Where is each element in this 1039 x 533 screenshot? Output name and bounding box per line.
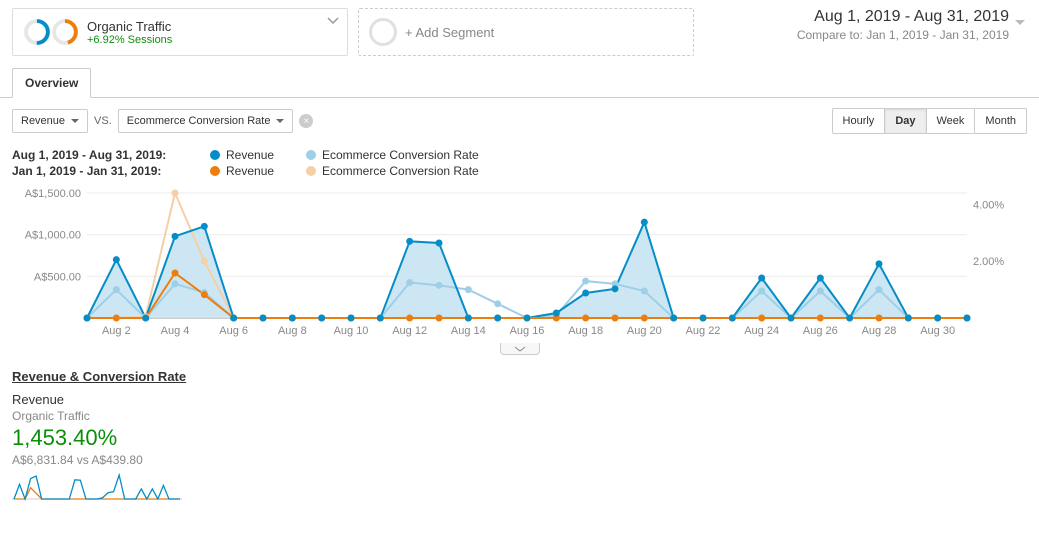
granularity-month[interactable]: Month xyxy=(974,108,1027,134)
svg-text:Aug 28: Aug 28 xyxy=(862,325,897,337)
tab-overview[interactable]: Overview xyxy=(12,68,91,98)
svg-text:Aug 22: Aug 22 xyxy=(686,325,721,337)
caret-down-icon xyxy=(276,119,284,123)
svg-text:Aug 14: Aug 14 xyxy=(451,325,486,337)
svg-text:Aug 18: Aug 18 xyxy=(568,325,603,337)
metric-card-revenue[interactable]: Revenue Organic Traffic 1,453.40% A$6,83… xyxy=(0,392,1039,516)
svg-text:Aug 10: Aug 10 xyxy=(334,325,369,337)
svg-text:2.00%: 2.00% xyxy=(973,256,1004,268)
granularity-hourly[interactable]: Hourly xyxy=(832,108,886,134)
sparkline xyxy=(12,473,182,501)
tabs: Overview xyxy=(0,68,1039,98)
add-segment-label: + Add Segment xyxy=(405,25,494,40)
svg-text:Aug 30: Aug 30 xyxy=(920,325,955,337)
svg-text:Aug 20: Aug 20 xyxy=(627,325,662,337)
svg-text:Aug 16: Aug 16 xyxy=(510,325,545,337)
svg-text:Aug 8: Aug 8 xyxy=(278,325,307,337)
svg-text:4.00%: 4.00% xyxy=(973,199,1004,211)
svg-text:Aug 2: Aug 2 xyxy=(102,325,131,337)
svg-text:A$1,500.00: A$1,500.00 xyxy=(25,188,81,200)
svg-text:Aug 6: Aug 6 xyxy=(219,325,248,337)
svg-text:Aug 4: Aug 4 xyxy=(161,325,190,337)
segment-donuts xyxy=(23,18,79,46)
date-primary: Aug 1, 2019 - Aug 31, 2019 xyxy=(797,8,1009,26)
metric-compare: A$6,831.84 vs A$439.80 xyxy=(12,453,1027,467)
remove-secondary-metric-button[interactable]: × xyxy=(299,114,313,128)
add-segment-circle xyxy=(369,18,397,46)
section-title-revenue-conversion: Revenue & Conversion Rate xyxy=(0,355,1039,392)
svg-text:A$500.00: A$500.00 xyxy=(34,271,81,283)
donut-primary xyxy=(23,18,51,46)
add-segment-button[interactable]: + Add Segment xyxy=(358,8,694,56)
segment-title: Organic Traffic xyxy=(87,19,172,34)
svg-text:Aug 26: Aug 26 xyxy=(803,325,838,337)
chart-tray-handle[interactable] xyxy=(500,343,540,355)
svg-text:Aug 24: Aug 24 xyxy=(744,325,779,337)
granularity-week[interactable]: Week xyxy=(926,108,976,134)
caret-down-icon xyxy=(1015,18,1025,28)
metric-label: Revenue xyxy=(12,392,1027,407)
legend-row-compare: Jan 1, 2019 - Jan 31, 2019: Revenue Ecom… xyxy=(12,164,1027,178)
caret-down-icon xyxy=(71,119,79,123)
donut-compare xyxy=(51,18,79,46)
granularity-day[interactable]: Day xyxy=(884,108,926,134)
granularity-toggle: HourlyDayWeekMonth xyxy=(832,108,1027,134)
svg-text:Aug 12: Aug 12 xyxy=(392,325,427,337)
metric-value: 1,453.40% xyxy=(12,425,1027,451)
date-compare: Compare to: Jan 1, 2019 - Jan 31, 2019 xyxy=(797,28,1009,42)
date-range-picker[interactable]: Aug 1, 2019 - Aug 31, 2019 Compare to: J… xyxy=(797,8,1027,42)
secondary-metric-dropdown[interactable]: Ecommerce Conversion Rate xyxy=(118,109,294,133)
chevron-down-icon[interactable] xyxy=(327,15,339,27)
legend-row-current: Aug 1, 2019 - Aug 31, 2019: Revenue Ecom… xyxy=(12,148,1027,162)
svg-text:A$1,000.00: A$1,000.00 xyxy=(25,230,81,242)
timeseries-chart: A$1,500.00 A$1,000.00 A$500.00 4.00% 2.00% Au… xyxy=(12,188,1012,343)
segment-card-organic[interactable]: Organic Traffic +6.92% Sessions xyxy=(12,8,348,56)
segment-delta: +6.92% Sessions xyxy=(87,34,172,46)
metric-segment: Organic Traffic xyxy=(12,409,1027,423)
primary-metric-dropdown[interactable]: Revenue xyxy=(12,109,88,133)
vs-label: VS. xyxy=(94,115,112,127)
